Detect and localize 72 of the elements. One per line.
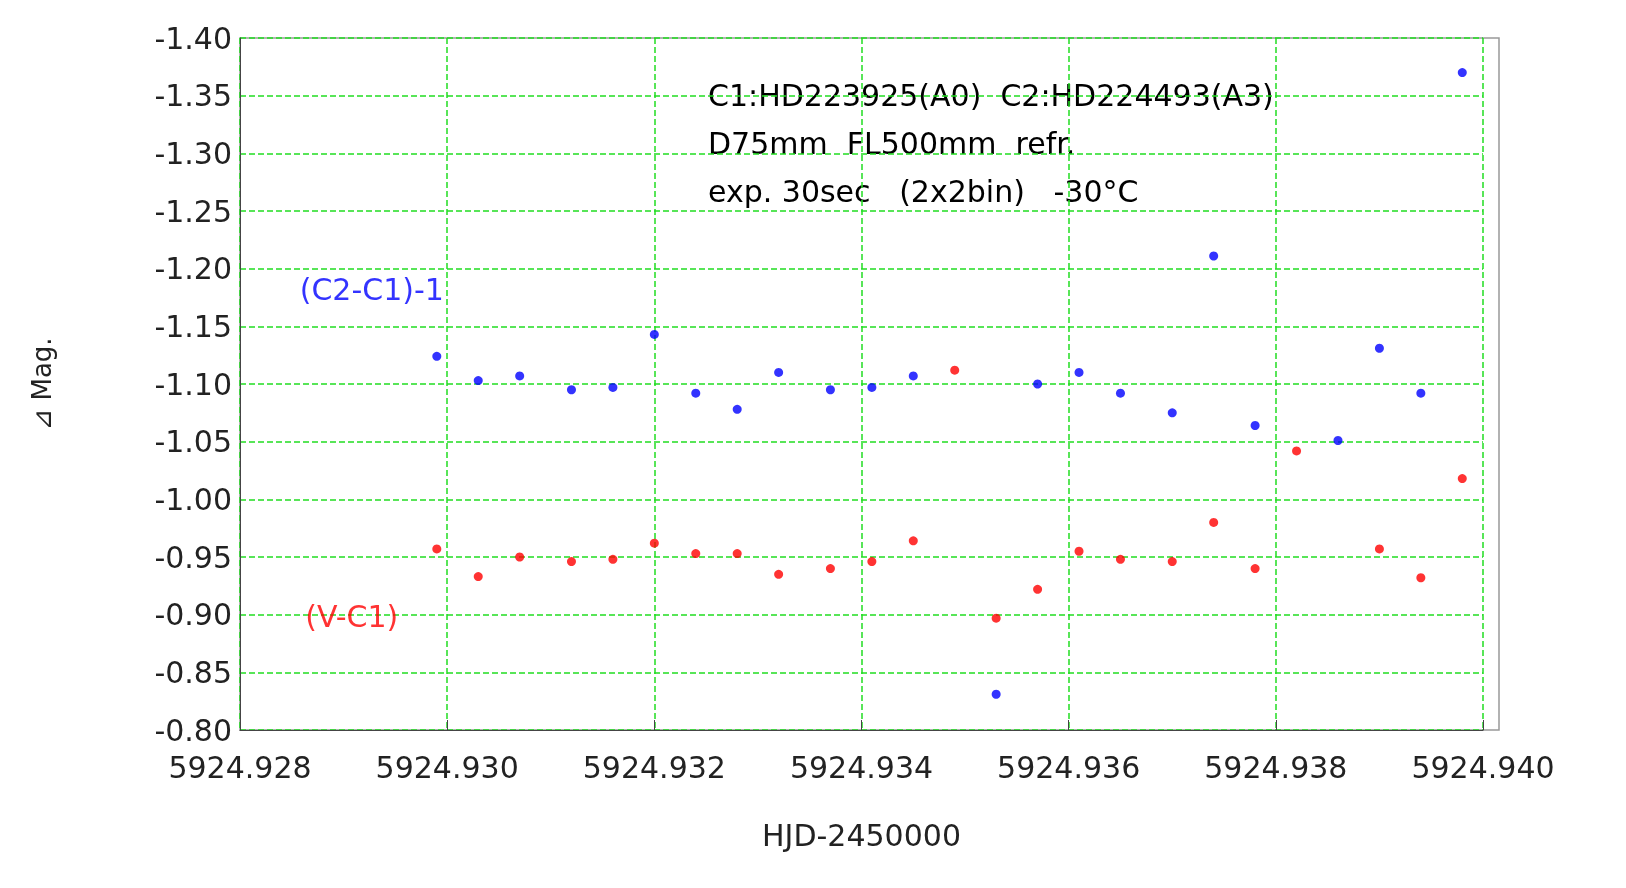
point bbox=[1074, 546, 1084, 556]
point bbox=[649, 329, 659, 339]
point bbox=[1167, 408, 1177, 418]
y-tick-label: -1.25 bbox=[154, 193, 232, 229]
point bbox=[1416, 388, 1426, 398]
point bbox=[1209, 517, 1219, 527]
point bbox=[1374, 343, 1384, 353]
point bbox=[825, 564, 835, 574]
point bbox=[473, 572, 483, 582]
point bbox=[515, 371, 525, 381]
point bbox=[691, 549, 701, 559]
point bbox=[1167, 557, 1177, 567]
point bbox=[1374, 544, 1384, 554]
point bbox=[774, 367, 784, 377]
point bbox=[515, 552, 525, 562]
x-tick-label: 5924.940 bbox=[1411, 749, 1555, 785]
point bbox=[691, 388, 701, 398]
point bbox=[732, 549, 742, 559]
x-tick-label: 5924.934 bbox=[789, 749, 934, 785]
y-tick-label: -0.85 bbox=[154, 654, 232, 690]
point bbox=[908, 371, 918, 381]
y-tick-label: -1.05 bbox=[154, 424, 232, 460]
x-tick-label: 5924.928 bbox=[168, 749, 312, 785]
point bbox=[1115, 388, 1125, 398]
point bbox=[566, 385, 576, 395]
point bbox=[1074, 367, 1084, 377]
y-tick-label: -1.15 bbox=[154, 308, 232, 344]
y-tick-label: -1.00 bbox=[154, 481, 232, 517]
point bbox=[1250, 564, 1260, 574]
point bbox=[950, 365, 960, 375]
point bbox=[774, 569, 784, 579]
point bbox=[432, 544, 442, 554]
x-tick-label: 5924.930 bbox=[375, 749, 519, 785]
point bbox=[908, 536, 918, 546]
y-tick-label: -0.90 bbox=[154, 597, 232, 633]
annotation: exp. 30sec (2x2bin) -30°C bbox=[708, 173, 1139, 209]
y-tick-label: -1.10 bbox=[154, 366, 232, 402]
point bbox=[1457, 474, 1467, 484]
point bbox=[1033, 379, 1043, 389]
point bbox=[1115, 554, 1125, 564]
point bbox=[991, 613, 1001, 623]
y-tick-label: -1.40 bbox=[154, 20, 232, 56]
y-tick-label: -1.20 bbox=[154, 251, 232, 287]
annotation: D75mm FL500mm refr. bbox=[708, 125, 1076, 161]
point bbox=[1033, 584, 1043, 594]
point bbox=[991, 689, 1001, 699]
point bbox=[1250, 421, 1260, 431]
x-tick-label: 5924.932 bbox=[582, 749, 726, 785]
point bbox=[867, 382, 877, 392]
x-axis-title: HJD-2450000 bbox=[762, 817, 961, 853]
point bbox=[432, 351, 442, 361]
x-tick-label: 5924.936 bbox=[997, 749, 1141, 785]
point bbox=[1292, 446, 1302, 456]
point bbox=[1209, 251, 1219, 261]
point bbox=[649, 538, 659, 548]
point bbox=[732, 404, 742, 414]
x-tick-label: 5924.938 bbox=[1204, 749, 1348, 785]
point bbox=[1333, 436, 1343, 446]
point bbox=[1457, 68, 1467, 78]
point bbox=[608, 554, 618, 564]
point bbox=[566, 557, 576, 567]
point bbox=[473, 376, 483, 386]
point bbox=[825, 385, 835, 395]
y-tick-label: -1.35 bbox=[154, 78, 232, 114]
series-label: (C2-C1)-1 bbox=[299, 271, 444, 307]
y-tick-label: -0.95 bbox=[154, 539, 232, 575]
point bbox=[1416, 573, 1426, 583]
point bbox=[867, 557, 877, 567]
y-tick-label: -0.80 bbox=[154, 712, 232, 748]
point bbox=[608, 382, 618, 392]
y-axis-title: ⊿ Mag. bbox=[27, 337, 57, 431]
y-tick-label: -1.30 bbox=[154, 135, 232, 171]
